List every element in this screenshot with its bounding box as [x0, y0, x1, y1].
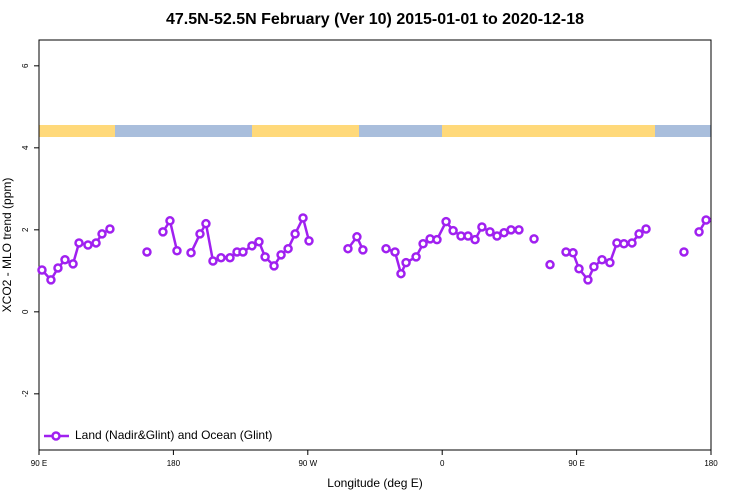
data-point: [247, 241, 257, 251]
data-point: [60, 255, 70, 265]
data-point: [201, 218, 211, 229]
x-tick-label: 180: [167, 459, 181, 468]
data-point: [276, 250, 286, 260]
data-point: [418, 239, 428, 249]
data-point: [68, 259, 78, 269]
data-point: [589, 261, 599, 272]
data-point: [627, 238, 637, 248]
data-point: [298, 213, 308, 223]
data-point: [381, 243, 391, 254]
data-point: [463, 231, 473, 241]
data-point: [53, 263, 63, 273]
chart-title: 47.5N-52.5N February (Ver 10) 2015-01-01…: [166, 11, 584, 28]
data-point: [46, 275, 56, 285]
data-point: [254, 236, 264, 247]
data-point: [260, 252, 270, 262]
data-point: [583, 275, 593, 285]
data-point: [470, 234, 480, 245]
data-point: [619, 239, 629, 249]
data-point: [529, 234, 539, 244]
data-point: [634, 229, 644, 239]
data-point: [396, 268, 406, 279]
legend-label: Land (Nadir&Glint) and Ocean (Glint): [75, 428, 272, 442]
x-tick-label: 90 E: [31, 459, 47, 468]
data-point: [186, 248, 196, 258]
data-point: [290, 229, 300, 239]
data-point: [390, 247, 400, 257]
data-point: [165, 216, 175, 226]
data-point: [679, 247, 689, 257]
data-point: [352, 232, 362, 242]
surface-strip: [39, 125, 711, 137]
data-point: [605, 257, 615, 268]
data-point: [172, 245, 182, 256]
legend-marker: [51, 431, 61, 441]
data-point: [74, 238, 84, 248]
data-point: [477, 222, 487, 232]
data-point: [597, 255, 607, 265]
data-line: [41, 214, 708, 283]
data-point: [195, 229, 205, 239]
data-point: [568, 248, 578, 258]
x-tick-label: 90 W: [298, 459, 317, 468]
data-point: [514, 225, 524, 235]
x-tick-label: 180: [704, 459, 718, 468]
x-axis-label: Longitude (deg E): [327, 476, 422, 490]
data-point: [432, 234, 442, 245]
data-point: [37, 265, 47, 275]
plot-frame: [38, 39, 712, 451]
y-tick-label: 2: [21, 227, 30, 232]
data-point: [158, 227, 168, 237]
data-point: [105, 224, 115, 234]
data-point: [506, 225, 516, 235]
data-point: [91, 238, 101, 248]
y-axis-label: XCO2 - MLO trend (ppm): [0, 178, 14, 313]
data-point: [83, 240, 93, 250]
data-point: [97, 229, 107, 239]
data-point: [208, 256, 218, 266]
data-point: [448, 225, 458, 236]
data-point: [343, 243, 353, 254]
data-point: [358, 245, 368, 255]
data-point: [701, 215, 711, 225]
data-point: [641, 224, 651, 234]
data-point: [694, 227, 704, 237]
data-point: [411, 252, 421, 262]
data-point: [401, 257, 411, 268]
data-point: [269, 261, 279, 271]
data-point: [485, 227, 495, 237]
x-tick-label: 90 E: [568, 459, 584, 468]
x-tick-label: 0: [440, 459, 445, 468]
y-tick-label: 0: [21, 309, 30, 314]
data-point: [492, 231, 502, 241]
data-point: [142, 247, 152, 257]
data-point: [225, 252, 235, 263]
y-tick-label: -2: [21, 390, 30, 398]
data-point: [304, 236, 314, 246]
data-point: [238, 247, 248, 257]
data-point: [545, 259, 555, 270]
data-point: [441, 216, 451, 227]
y-tick-label: 4: [21, 145, 30, 150]
data-point: [283, 243, 293, 254]
data-point: [216, 252, 226, 263]
data-point: [574, 264, 584, 274]
y-tick-label: 6: [21, 63, 30, 68]
